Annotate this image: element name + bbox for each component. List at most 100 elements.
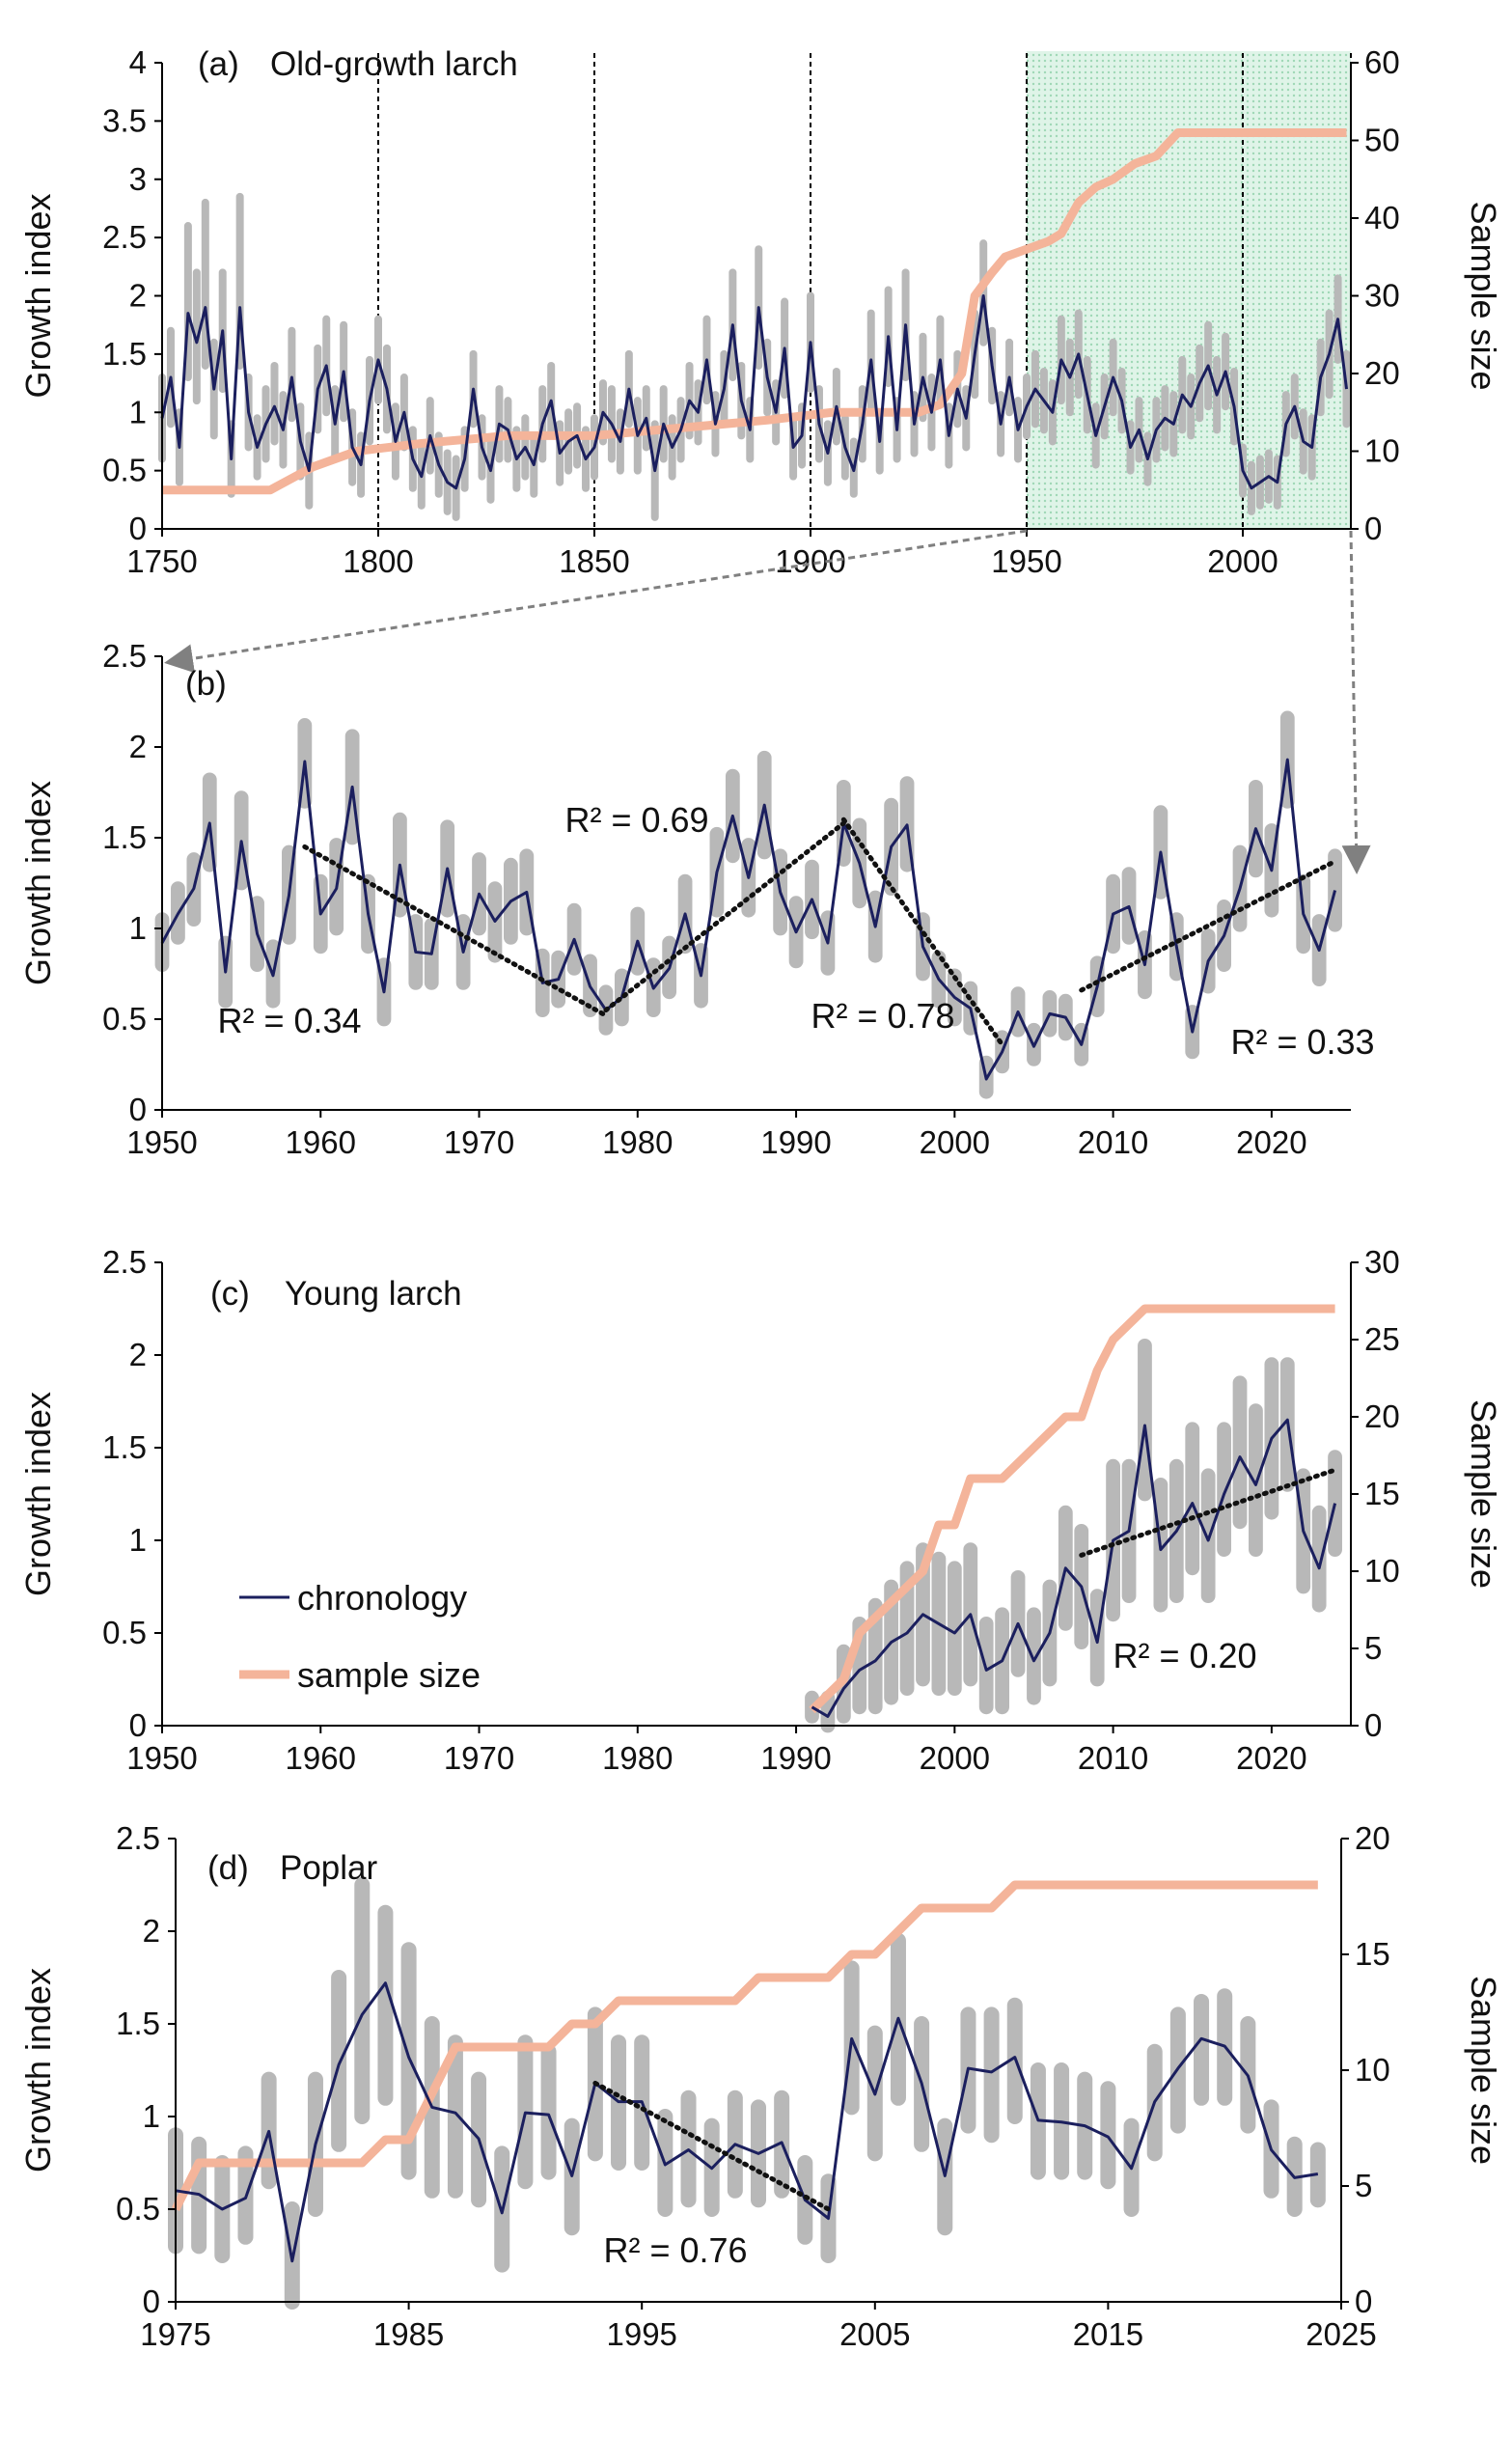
x-tick-label: 2000 xyxy=(1207,543,1278,579)
y-tick-label: 1 xyxy=(129,394,147,429)
legend-label-sample_size: sample size xyxy=(297,1655,481,1695)
trend-line xyxy=(592,2080,831,2212)
chronology-line xyxy=(160,294,1349,490)
y2-tick-label: 25 xyxy=(1364,1321,1400,1357)
x-tick-label: 2025 xyxy=(1306,2316,1376,2352)
zoom-arrow-right xyxy=(1341,530,1371,874)
zoom-arrow-left xyxy=(164,529,1028,674)
y2-tick-label: 60 xyxy=(1364,44,1400,80)
x-tick-label: 2005 xyxy=(839,2316,910,2352)
y-tick-label: 0.5 xyxy=(102,1001,147,1037)
y2-tick-label: 20 xyxy=(1355,1820,1390,1856)
sample-size-line xyxy=(171,1880,1318,2212)
y2-tick-label: 10 xyxy=(1364,433,1400,469)
y2-tick-label: 15 xyxy=(1355,1936,1390,1972)
y2-tick-label: 20 xyxy=(1364,1398,1400,1434)
x-tick-label: 1750 xyxy=(126,543,197,579)
y2-tick-label: 5 xyxy=(1355,2168,1372,2203)
x-tick-label: 1985 xyxy=(373,2316,444,2352)
x-tick-label: 1950 xyxy=(126,1740,197,1776)
panel-label: (a) xyxy=(198,45,239,83)
x-tick-label: 1990 xyxy=(760,1124,831,1160)
y-tick-label: 1 xyxy=(143,2098,160,2134)
x-tick-label: 2010 xyxy=(1078,1740,1148,1776)
y-tick-label: 2 xyxy=(129,1337,147,1372)
panel-title: Poplar xyxy=(280,1849,378,1887)
x-tick-label: 2015 xyxy=(1073,2316,1143,2352)
y-tick-label: 2.5 xyxy=(116,1820,160,1856)
x-tick-label: 1980 xyxy=(602,1124,673,1160)
y2-axis-title: Sample size xyxy=(1464,201,1503,390)
y2-tick-label: 40 xyxy=(1364,200,1400,235)
y-tick-label: 1.5 xyxy=(102,819,147,855)
x-tick-label: 1900 xyxy=(775,543,845,579)
x-tick-label: 2000 xyxy=(920,1124,990,1160)
y2-axis-title: Sample size xyxy=(1464,1399,1503,1589)
y-tick-label: 1.5 xyxy=(102,336,147,372)
x-tick-label: 2020 xyxy=(1236,1740,1306,1776)
sample-size-line xyxy=(162,127,1347,495)
y2-tick-label: 20 xyxy=(1364,355,1400,391)
y-tick-label: 0.5 xyxy=(116,2191,160,2227)
y-tick-label: 0 xyxy=(129,1092,147,1127)
r2-label: R² = 0.34 xyxy=(217,1001,361,1040)
chronology-line xyxy=(811,1418,1337,1718)
x-tick-label: 1970 xyxy=(444,1124,514,1160)
y2-tick-label: 15 xyxy=(1364,1476,1400,1511)
y-tick-label: 2 xyxy=(129,729,147,764)
trend-line xyxy=(1079,1467,1338,1558)
x-tick-label: 2020 xyxy=(1236,1124,1306,1160)
chronology-line xyxy=(160,758,1337,1081)
y-tick-label: 1.5 xyxy=(102,1429,147,1465)
y-tick-label: 2 xyxy=(143,1913,160,1949)
r2-label: R² = 0.20 xyxy=(1113,1636,1256,1675)
x-tick-label: 1850 xyxy=(559,543,629,579)
x-tick-label: 1970 xyxy=(444,1740,514,1776)
x-tick-label: 2000 xyxy=(920,1740,990,1776)
panel-title: Old-growth larch xyxy=(270,45,518,83)
legend: chronology sample size xyxy=(239,1578,481,1695)
y-tick-label: 3.5 xyxy=(102,102,147,138)
trend-line xyxy=(302,844,609,1018)
trend-line xyxy=(1079,858,1338,993)
r2-label: R² = 0.69 xyxy=(564,800,708,840)
y2-tick-label: 10 xyxy=(1355,2052,1390,2088)
y-axis-title: Growth index xyxy=(18,781,58,985)
panel-label: (d) xyxy=(207,1849,249,1887)
x-tick-label: 1990 xyxy=(760,1740,831,1776)
r2-label: R² = 0.76 xyxy=(603,2230,747,2270)
y-tick-label: 3 xyxy=(129,161,147,197)
x-tick-label: 1950 xyxy=(991,543,1061,579)
chronology-line xyxy=(175,1981,1319,2263)
y-tick-label: 2.5 xyxy=(102,1244,147,1280)
y2-tick-label: 50 xyxy=(1364,123,1400,158)
y2-tick-label: 30 xyxy=(1364,278,1400,314)
x-tick-label: 1800 xyxy=(343,543,413,579)
y-tick-label: 2.5 xyxy=(102,219,147,255)
panel-label: (c) xyxy=(210,1275,250,1313)
y-axis-title: Growth index xyxy=(18,1968,58,2172)
y2-tick-label: 0 xyxy=(1355,2283,1372,2319)
y-tick-label: 1 xyxy=(129,1522,147,1558)
x-tick-label: 1995 xyxy=(606,2316,676,2352)
y-axis-title: Growth index xyxy=(18,1392,58,1596)
panel-a: 1750 1800 1850 1900 1950 2000 0 0.5 1 1.5 2 2.5 3 3.5… xyxy=(18,44,1503,579)
y-tick-label: 0.5 xyxy=(102,453,147,488)
r2-label: R² = 0.33 xyxy=(1230,1022,1374,1062)
y2-tick-label: 5 xyxy=(1364,1630,1382,1666)
y2-tick-label: 0 xyxy=(1364,511,1382,546)
x-tick-label: 1975 xyxy=(140,2316,210,2352)
y-tick-label: 0.5 xyxy=(102,1615,147,1650)
y-tick-label: 1.5 xyxy=(116,2006,160,2041)
y-tick-label: 4 xyxy=(129,44,147,80)
panel-label: (b) xyxy=(185,665,227,703)
x-tick-label: 1950 xyxy=(126,1124,197,1160)
y2-tick-label: 0 xyxy=(1364,1707,1382,1743)
zoom-arrows xyxy=(164,529,1371,874)
trend-line xyxy=(840,816,1005,1047)
y-tick-label: 2.5 xyxy=(102,638,147,674)
legend-label-chronology: chronology xyxy=(297,1578,467,1618)
